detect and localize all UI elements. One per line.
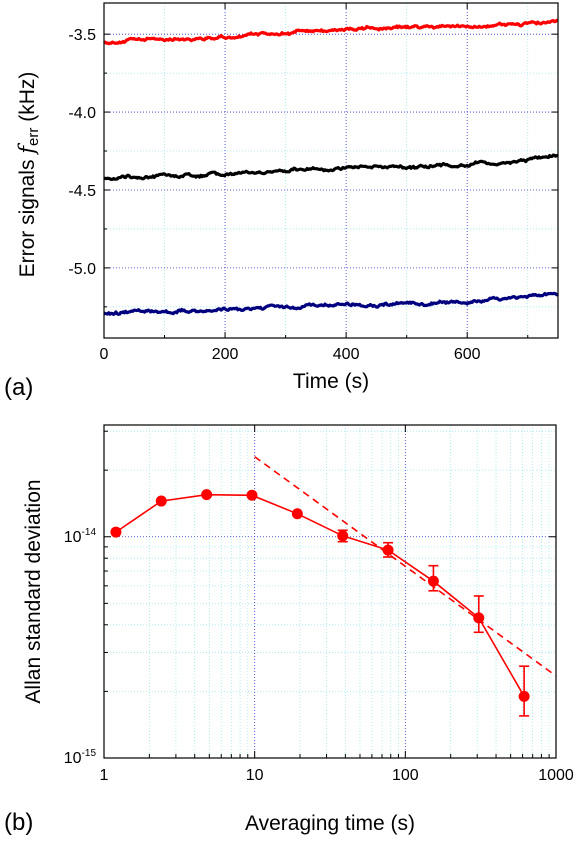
- panel-b-x-axis-title: Averaging time (s): [245, 812, 415, 835]
- panel-a-x-axis-title: Time (s): [293, 370, 369, 393]
- panel-a-y-axis-title-subscript: err: [25, 128, 42, 146]
- panel-b-label: (b): [4, 809, 33, 836]
- panel-b-y-tick-label-base: 10: [64, 750, 82, 767]
- panel-b-data-point: [473, 612, 485, 624]
- panel-b-y-axis-title: Allan standard deviation: [22, 479, 45, 703]
- panel-a-series-2: [103, 153, 559, 181]
- panel-a-x-tick-label: 0: [100, 346, 109, 363]
- panel-b-x-tick-label: 1000: [538, 767, 574, 784]
- panel-b-y-tick-label-base: 10: [64, 529, 82, 546]
- panel-a-y-axis-title-text: Error signals: [16, 154, 39, 278]
- panel-b-data-point: [291, 508, 303, 520]
- panel-b-x-tick-label: 100: [392, 767, 419, 784]
- panel-a-y-axis-title-symbol: f: [15, 143, 39, 156]
- panel-a-y-tick-label: -4.5: [68, 183, 96, 200]
- panel-b-data-point: [201, 489, 213, 501]
- panel-b-data-point: [155, 495, 167, 507]
- panel-a: 0 200 400 600 -3.5 -4.0 -4.5 -5.0 Time (s) Error …: [4, 2, 559, 401]
- panel-b-x-tick-label: 1: [100, 767, 109, 784]
- panel-b-fit-line: [254, 456, 557, 677]
- panel-a-x-tick-label: 200: [212, 346, 239, 363]
- panel-a-label: (a): [4, 374, 33, 401]
- panel-b-y-tick-label-exponent: -14: [82, 527, 97, 538]
- panel-b-y-tick-label: 10-15: [64, 748, 97, 767]
- panel-b-data-point: [518, 690, 530, 702]
- panel-b-x-tick-label: 10: [246, 767, 264, 784]
- panel-b-y-tick-label-exponent: -15: [82, 748, 97, 759]
- panel-b-series-line: [115, 493, 525, 697]
- panel-b-data-point: [427, 575, 439, 587]
- panel-a-series-3: [103, 291, 559, 316]
- panel-a-x-tick-label: 400: [333, 346, 360, 363]
- panel-a-x-tick-label: 600: [454, 346, 481, 363]
- panel-a-y-axis-title-unit: (kHz): [16, 72, 39, 128]
- panel-b-frame: [103, 424, 557, 759]
- panel-a-frame: [103, 2, 559, 339]
- panel-b-y-tick-label: 10-14: [64, 527, 97, 546]
- panel-a-y-axis-title: Error signals ferr (kHz): [15, 72, 42, 278]
- panel-a-y-tick-label: -5.0: [68, 261, 96, 278]
- panel-a-y-tick-label: -4.0: [68, 105, 96, 122]
- panel-a-series-1: [103, 18, 559, 46]
- panel-b-data-point: [246, 489, 258, 501]
- panel-b-data-point: [382, 544, 394, 556]
- panel-a-y-tick-label: -3.5: [68, 27, 96, 44]
- panel-b-data-point: [110, 526, 122, 538]
- panel-b-data-point: [337, 530, 349, 542]
